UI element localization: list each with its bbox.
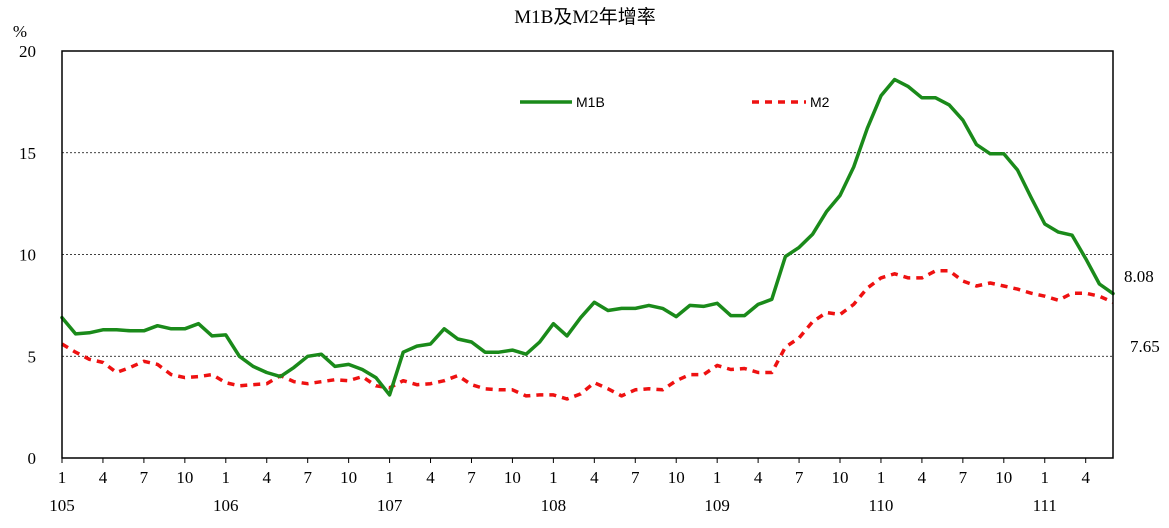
x-tick-label: 1 xyxy=(1041,468,1050,487)
x-tick-label: 7 xyxy=(140,468,149,487)
x-tick-label: 4 xyxy=(1081,468,1090,487)
legend-label-m1b: M1B xyxy=(576,94,605,110)
y-axis-unit: % xyxy=(13,22,27,41)
series-line-m1b xyxy=(60,77,1115,397)
y-tick-label: 15 xyxy=(19,144,36,163)
end-label-m1b: 8.08 xyxy=(1124,267,1154,286)
gridlines xyxy=(62,152,1113,357)
x-tick-label: 1 xyxy=(549,468,558,487)
x-tick-label: 10 xyxy=(995,468,1012,487)
x-tick-label: 7 xyxy=(795,468,804,487)
x-tick-label: 1 xyxy=(58,468,67,487)
x-tick-label: 4 xyxy=(426,468,435,487)
x-tick-label: 1 xyxy=(877,468,886,487)
x-tick-label: 4 xyxy=(918,468,927,487)
y-tick-label: 5 xyxy=(28,347,37,366)
plot-frame xyxy=(61,50,1114,459)
series-group xyxy=(60,77,1115,401)
x-tick-label: 1 xyxy=(222,468,231,487)
legend-label-m2: M2 xyxy=(810,94,830,110)
x-year-label: 109 xyxy=(704,496,730,515)
x-tick-label: 10 xyxy=(504,468,521,487)
x-year-label: 106 xyxy=(213,496,239,515)
x-tick-label: 10 xyxy=(668,468,685,487)
x-year-label: 108 xyxy=(541,496,567,515)
end-label-m2: 7.65 xyxy=(1130,337,1160,356)
x-year-label: 111 xyxy=(1033,496,1057,515)
y-tick-label: 20 xyxy=(19,42,36,61)
x-tick-label: 4 xyxy=(262,468,271,487)
end-labels: 8.08 7.65 xyxy=(1124,267,1160,356)
x-year-label: 110 xyxy=(869,496,894,515)
y-tick-label: 0 xyxy=(28,449,37,468)
chart-title: M1B及M2年增率 xyxy=(514,6,655,28)
x-tick-label: 10 xyxy=(340,468,357,487)
x-tick-label: 4 xyxy=(754,468,763,487)
x-tick-label: 1 xyxy=(385,468,394,487)
y-tick-label: 10 xyxy=(19,246,36,265)
series-line-m2 xyxy=(61,269,1114,401)
y-tick-labels: 0 5 10 15 20 xyxy=(19,42,36,468)
x-tick-label: 7 xyxy=(303,468,312,487)
x-year-label: 105 xyxy=(49,496,75,515)
x-tick-label: 7 xyxy=(467,468,476,487)
x-tick-label: 7 xyxy=(631,468,640,487)
legend: M1B M2 xyxy=(520,94,830,110)
x-year-label: 107 xyxy=(377,496,403,515)
x-tick-label: 4 xyxy=(99,468,108,487)
x-tick-label: 4 xyxy=(590,468,599,487)
x-tick-label: 7 xyxy=(959,468,968,487)
x-tick-label: 10 xyxy=(832,468,849,487)
x-tick-label: 1 xyxy=(713,468,722,487)
x-tick-labels: 1 4 7 10 1 4 7 10 1 4 7 10 1 4 7 10 1 4 7 10 1 4 7 10 1 4 105 106 10… xyxy=(49,458,1090,515)
x-tick-label: 10 xyxy=(176,468,193,487)
